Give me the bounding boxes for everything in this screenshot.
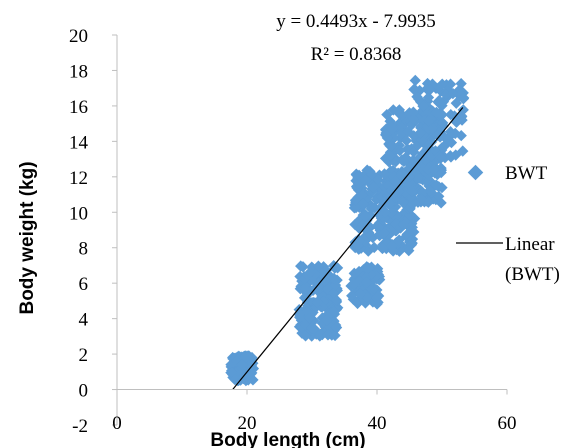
plot-area xyxy=(225,74,470,390)
data-point xyxy=(378,168,391,180)
x-tick-label: 40 xyxy=(368,413,387,434)
data-point xyxy=(329,329,341,342)
data-point xyxy=(450,149,462,161)
y-axis-title: Body weight (kg) xyxy=(17,161,38,314)
data-point xyxy=(348,278,360,290)
data-point xyxy=(389,175,401,187)
x-tick-labels: 0 20 40 60 xyxy=(112,389,517,434)
data-point xyxy=(405,224,418,236)
y-tick-label: 18 xyxy=(69,61,88,82)
x-axis-title: Body length (cm) xyxy=(210,430,365,448)
data-point xyxy=(328,305,340,317)
data-point xyxy=(361,276,373,289)
data-point xyxy=(297,261,309,273)
data-point xyxy=(404,171,416,183)
legend-label-linear: Linear xyxy=(505,234,555,255)
axes xyxy=(116,35,507,425)
data-point xyxy=(397,196,409,209)
data-point xyxy=(378,227,391,239)
data-point xyxy=(376,242,389,255)
data-point xyxy=(412,153,424,165)
y-tick-label: 12 xyxy=(69,168,88,189)
data-point xyxy=(428,163,440,176)
data-point xyxy=(371,292,383,304)
data-point xyxy=(362,262,375,274)
data-point xyxy=(406,185,418,197)
y-tick-label: 8 xyxy=(79,239,89,260)
y-tick-label: 16 xyxy=(69,97,88,118)
x-tick-label: 20 xyxy=(238,413,257,434)
x-tick-label: 0 xyxy=(112,413,122,434)
data-point xyxy=(320,314,333,326)
y-tick-label: 10 xyxy=(69,203,88,224)
data-point xyxy=(359,223,372,235)
y-tick-labels: -2 0 2 4 6 8 10 12 14 16 18 20 xyxy=(69,26,117,437)
legend: BWT Linear (BWT) xyxy=(456,163,560,285)
x-tick-label: 60 xyxy=(498,413,517,434)
legend-marker-bwt xyxy=(467,164,484,181)
data-point xyxy=(388,187,401,199)
data-point xyxy=(299,330,312,342)
data-point xyxy=(409,74,421,87)
y-tick-label: 20 xyxy=(69,26,88,47)
data-point xyxy=(366,168,378,181)
data-point xyxy=(385,207,398,219)
data-point xyxy=(311,296,323,308)
data-point xyxy=(403,244,415,257)
trendline-equation: y = 0.4493x - 7.9935 xyxy=(276,11,436,32)
legend-label-linear-suffix: (BWT) xyxy=(505,264,560,285)
data-point xyxy=(398,219,410,231)
data-point xyxy=(356,189,368,201)
data-point xyxy=(368,241,380,254)
data-point xyxy=(328,272,340,285)
data-point xyxy=(422,164,434,176)
data-point xyxy=(330,321,343,334)
data-point xyxy=(371,298,383,310)
data-point xyxy=(435,152,447,164)
data-point xyxy=(386,240,398,252)
y-tick-label: 2 xyxy=(79,345,89,366)
y-tick-label: 4 xyxy=(79,310,89,331)
data-point xyxy=(367,181,379,193)
data-point xyxy=(353,169,365,181)
data-point xyxy=(424,184,436,196)
data-point xyxy=(415,193,428,205)
data-point xyxy=(346,290,358,302)
data-point xyxy=(328,287,340,299)
y-tick-label: 0 xyxy=(79,381,89,402)
legend-label-bwt: BWT xyxy=(505,163,548,184)
data-point xyxy=(399,186,411,198)
data-point xyxy=(359,235,371,247)
data-point xyxy=(400,134,413,147)
y-tick-label: 14 xyxy=(69,132,89,153)
data-point xyxy=(304,266,316,278)
data-point xyxy=(434,131,446,143)
data-point xyxy=(430,179,442,191)
data-point xyxy=(371,220,383,232)
data-point xyxy=(314,328,327,341)
data-point xyxy=(398,155,410,168)
data-point xyxy=(359,210,372,223)
data-point xyxy=(384,149,396,162)
data-point xyxy=(379,206,391,219)
data-point xyxy=(306,322,318,334)
data-point xyxy=(357,198,369,210)
data-point xyxy=(411,172,424,185)
y-tick-label: -2 xyxy=(72,416,88,437)
data-point xyxy=(354,288,366,300)
data-point xyxy=(300,283,312,295)
data-point xyxy=(322,329,334,341)
data-point xyxy=(414,127,426,139)
trendline xyxy=(232,107,464,390)
r-squared-label: R² = 0.8368 xyxy=(311,44,402,65)
data-point xyxy=(312,260,325,272)
data-point xyxy=(238,372,250,384)
data-point xyxy=(408,146,420,158)
data-point xyxy=(319,275,331,287)
data-point xyxy=(236,359,248,371)
data-point xyxy=(303,312,316,324)
y-tick-label: 6 xyxy=(79,274,89,295)
data-point xyxy=(385,140,398,152)
